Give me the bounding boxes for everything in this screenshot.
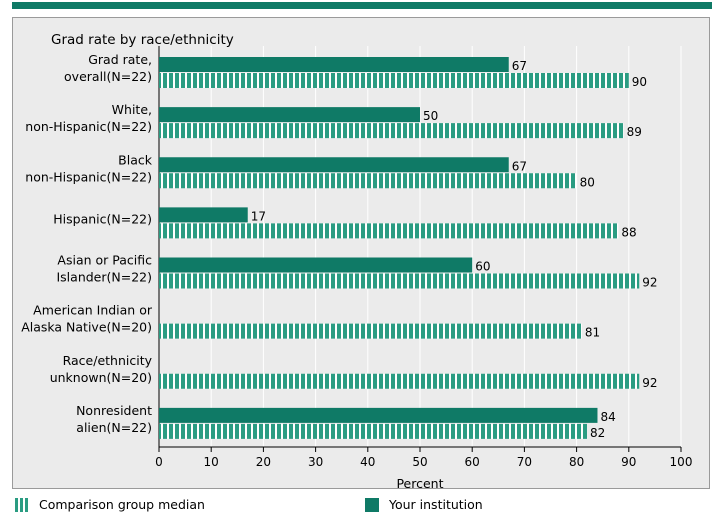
value-label-institution: 67	[512, 159, 527, 173]
x-tick-label: 90	[621, 455, 636, 469]
bar-comparison	[159, 73, 629, 88]
chart-panel: Grad rate by race/ethnicity 0 10 20 30 40 50 60…	[12, 17, 710, 489]
category-label: American Indian or Alaska Native(N=20)	[21, 303, 153, 335]
category-label: White, non-Hispanic(N=22)	[25, 102, 152, 134]
x-tick-label: 40	[360, 455, 375, 469]
x-tick-label: 20	[256, 455, 271, 469]
x-tick-label: 10	[204, 455, 219, 469]
bar-comparison	[159, 173, 577, 189]
bar-comparison	[159, 373, 640, 389]
top-accent-bar	[12, 2, 712, 9]
x-tick-label: 80	[569, 455, 584, 469]
legend-label-comparison: Comparison group median	[39, 497, 205, 512]
bar-institution	[159, 57, 509, 72]
category-label: Race/ethnicity unknown(N=20)	[50, 353, 153, 385]
legend-swatch-institution	[365, 497, 379, 512]
value-label-comparison: 82	[590, 426, 605, 440]
bar-comparison	[159, 423, 588, 439]
value-label-comparison: 80	[580, 175, 595, 189]
x-tick-label: 0	[155, 455, 163, 469]
bar-comparison	[159, 223, 619, 239]
x-tick-label: 30	[308, 455, 323, 469]
legend-item-institution: Your institution	[365, 497, 483, 512]
bar-comparison	[159, 323, 582, 339]
x-tick-label: 50	[412, 455, 427, 469]
category-label: Nonresident alien(N=22)	[76, 403, 152, 435]
value-label-institution: 60	[475, 260, 490, 274]
bar-institution	[159, 107, 420, 123]
bar-institution	[159, 407, 598, 423]
value-label-institution: 50	[423, 109, 438, 123]
bar-chart: Grad rate by race/ethnicity 0 10 20 30 40 50 60…	[21, 32, 693, 488]
bar-institution	[159, 257, 473, 273]
x-tick-label: 70	[517, 455, 532, 469]
bar-institution	[159, 157, 509, 173]
value-label-comparison: 88	[621, 225, 636, 239]
legend-label-institution: Your institution	[389, 497, 483, 512]
category-label: Black non-Hispanic(N=22)	[25, 152, 152, 184]
bar-comparison	[159, 273, 640, 289]
legend-swatch-comparison	[15, 497, 29, 512]
category-label: Grad rate, overall(N=22)	[64, 52, 152, 84]
value-label-comparison: 92	[642, 276, 657, 290]
bar-comparison	[159, 123, 624, 139]
value-label-institution: 17	[251, 209, 266, 223]
value-label-comparison: 81	[585, 326, 600, 340]
value-label-comparison: 89	[627, 125, 642, 139]
category-label: Hispanic(N=22)	[53, 211, 152, 226]
chart-title: Grad rate by race/ethnicity	[51, 32, 234, 48]
x-tick-label: 100	[670, 455, 693, 469]
value-label-institution: 67	[512, 59, 527, 73]
category-label: Asian or Pacific Islander(N=22)	[56, 253, 152, 285]
value-label-comparison: 92	[642, 376, 657, 390]
value-label-comparison: 90	[632, 75, 647, 89]
legend: Comparison group median Your institution	[12, 494, 712, 516]
x-axis-title: Percent	[396, 476, 443, 488]
bar-institution	[159, 207, 248, 223]
legend-item-comparison: Comparison group median	[15, 497, 205, 512]
x-tick-label: 60	[465, 455, 480, 469]
value-label-institution: 84	[600, 410, 615, 424]
